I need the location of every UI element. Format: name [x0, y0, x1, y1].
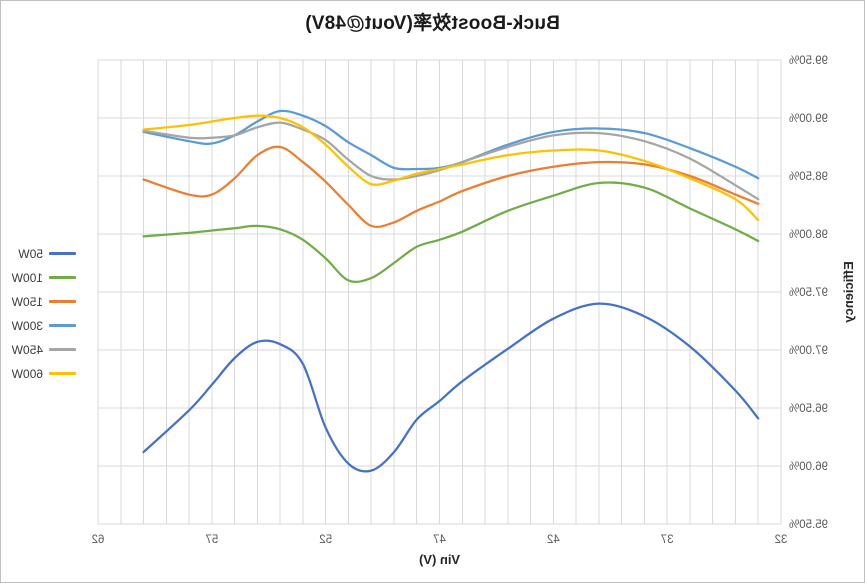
x-tick-label: 52 [319, 534, 332, 546]
y-tick-label: 98.00% [789, 229, 828, 241]
legend-item-600w: 600W [12, 366, 76, 381]
legend-line-sample [49, 324, 76, 327]
legend-line-sample [49, 252, 76, 255]
plot-border [97, 59, 782, 525]
y-tick-label: 99.00% [789, 113, 828, 125]
x-tick-label: 42 [547, 534, 560, 546]
series-line-300w [142, 109, 760, 180]
legend-item-150w: 150W [12, 294, 76, 309]
legend-label: 450W [11, 342, 43, 357]
x-tick-label: 62 [92, 534, 105, 546]
x-tick-label: 57 [205, 534, 218, 546]
y-tick-label: 99.50% [789, 55, 828, 67]
series-line-600w [142, 114, 760, 222]
legend-label: 150W [11, 294, 43, 309]
legend-label: 50W [18, 246, 43, 261]
chart-title: Buck-Boost效率(Vout@48V) [305, 13, 560, 34]
y-tick-label: 96.50% [789, 403, 828, 415]
x-tick-label: 37 [661, 534, 674, 546]
y-tick-label: 97.50% [789, 287, 828, 299]
legend-label: 600W [11, 366, 43, 381]
y-tick-label: 97.00% [789, 345, 828, 357]
y-axis-title: Efficiency [841, 261, 856, 323]
y-tick-label: 95.50% [789, 519, 828, 531]
legend-line-sample [49, 276, 76, 279]
legend-line-sample [49, 372, 76, 375]
y-tick-label: 96.00% [789, 461, 828, 473]
legend-item-450w: 450W [12, 342, 76, 357]
legend-label: 300W [11, 318, 43, 333]
x-tick-label: 47 [433, 534, 446, 546]
series-line-150w [142, 145, 760, 229]
legend: 50W 100W 150W 300W 450W 600W [12, 246, 76, 381]
series-line-50w [142, 302, 760, 473]
legend-item-300w: 300W [12, 318, 76, 333]
legend-line-sample [49, 300, 76, 303]
y-tick-label: 98.50% [789, 171, 828, 183]
legend-line-sample [49, 348, 76, 351]
legend-label: 100W [11, 270, 43, 285]
series-line-450w [142, 121, 760, 201]
legend-item-100w: 100W [12, 270, 76, 285]
x-tick-label: 32 [775, 534, 788, 546]
series-line-100w [142, 181, 760, 284]
x-axis-title: Vin (V) [419, 552, 460, 567]
legend-item-50w: 50W [12, 246, 76, 261]
